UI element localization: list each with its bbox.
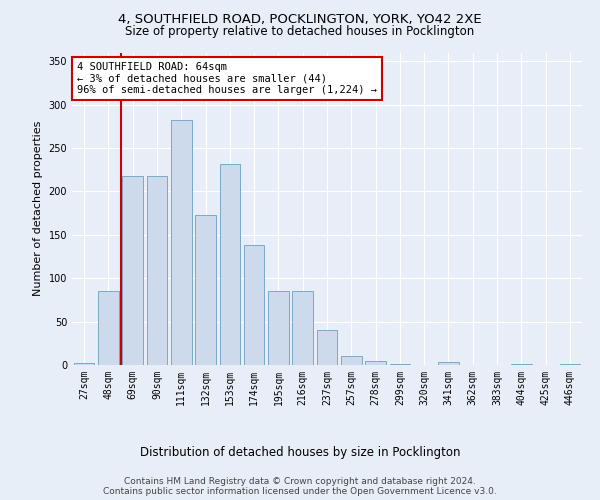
Text: 4 SOUTHFIELD ROAD: 64sqm
← 3% of detached houses are smaller (44)
96% of semi-de: 4 SOUTHFIELD ROAD: 64sqm ← 3% of detache… (77, 62, 377, 95)
Text: Contains public sector information licensed under the Open Government Licence v3: Contains public sector information licen… (103, 486, 497, 496)
Text: Size of property relative to detached houses in Pocklington: Size of property relative to detached ho… (125, 25, 475, 38)
Bar (98, 291, 119, 365)
Bar (560, 364, 580, 365)
Bar (511, 364, 532, 365)
Bar (244, 245, 265, 365)
Bar (74, 364, 94, 365)
Bar (365, 360, 386, 365)
Bar (389, 364, 410, 365)
Bar (292, 291, 313, 365)
Bar (171, 120, 191, 365)
Text: Distribution of detached houses by size in Pocklington: Distribution of detached houses by size … (140, 446, 460, 459)
Bar (341, 356, 362, 365)
Y-axis label: Number of detached properties: Number of detached properties (33, 121, 43, 296)
Bar (146, 176, 167, 365)
Text: 4, SOUTHFIELD ROAD, POCKLINGTON, YORK, YO42 2XE: 4, SOUTHFIELD ROAD, POCKLINGTON, YORK, Y… (118, 12, 482, 26)
Bar (220, 164, 240, 365)
Text: Contains HM Land Registry data © Crown copyright and database right 2024.: Contains HM Land Registry data © Crown c… (124, 476, 476, 486)
Bar (122, 176, 143, 365)
Bar (438, 362, 459, 365)
Bar (317, 330, 337, 365)
Bar (268, 291, 289, 365)
Bar (195, 215, 216, 365)
